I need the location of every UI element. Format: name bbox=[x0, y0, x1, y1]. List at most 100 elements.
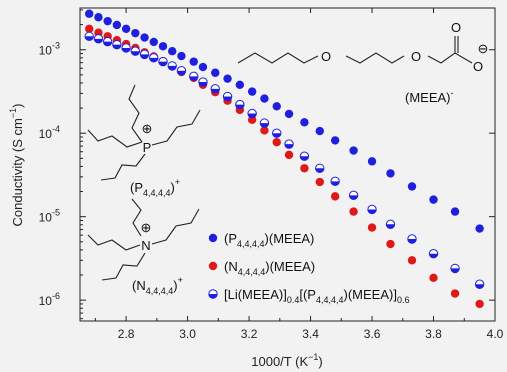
data-point bbox=[429, 250, 437, 258]
x-tick-label: 3.6 bbox=[364, 327, 381, 341]
x-tick-label: 3.0 bbox=[179, 327, 196, 341]
legend-marker-n4444 bbox=[209, 262, 217, 270]
data-point bbox=[408, 235, 416, 243]
data-point bbox=[190, 57, 198, 65]
data-point bbox=[368, 157, 376, 165]
data-point bbox=[273, 129, 281, 137]
data-point bbox=[248, 109, 256, 117]
y-tick-label: 10-5 bbox=[39, 208, 60, 225]
data-point bbox=[285, 140, 293, 148]
data-point bbox=[150, 38, 158, 46]
data-point bbox=[199, 63, 207, 71]
data-point bbox=[260, 119, 268, 127]
phosphonium-label: (P4,4,4,4)+ bbox=[130, 177, 180, 198]
data-point bbox=[211, 69, 219, 77]
data-point bbox=[168, 62, 176, 70]
data-point bbox=[386, 220, 394, 228]
x-tick-label: 3.4 bbox=[302, 327, 319, 341]
data-point bbox=[331, 136, 339, 144]
data-point bbox=[300, 164, 308, 172]
data-point bbox=[331, 192, 339, 200]
carbonyl-o: O bbox=[451, 20, 461, 35]
data-point bbox=[103, 17, 111, 25]
legend-label-n4444: (N4,4,4,4)(MEEA) bbox=[224, 259, 315, 277]
data-point bbox=[429, 195, 437, 203]
data-point bbox=[316, 164, 324, 172]
data-point bbox=[85, 32, 93, 40]
data-point bbox=[85, 10, 93, 18]
data-point bbox=[285, 151, 293, 159]
data-point bbox=[300, 118, 308, 126]
x-tick-label: 2.8 bbox=[118, 327, 135, 341]
data-point bbox=[408, 256, 416, 264]
data-point bbox=[300, 152, 308, 160]
data-point bbox=[386, 169, 394, 177]
data-point bbox=[368, 205, 376, 213]
data-point bbox=[386, 240, 394, 248]
y-tick-label: 10-3 bbox=[39, 41, 60, 58]
legend-label-p4444: (P4,4,4,4)(MEEA) bbox=[224, 231, 314, 249]
data-point bbox=[131, 47, 139, 55]
data-point bbox=[349, 146, 357, 154]
data-point bbox=[103, 37, 111, 45]
data-point bbox=[94, 35, 102, 43]
ammonium-label: (N4,4,4,4)+ bbox=[132, 275, 183, 296]
meea-structure bbox=[238, 36, 472, 63]
data-point bbox=[159, 57, 167, 65]
carboxylate-o: O bbox=[473, 59, 483, 74]
data-point bbox=[159, 42, 167, 50]
data-point bbox=[177, 52, 185, 60]
data-point bbox=[122, 44, 130, 52]
data-point bbox=[94, 13, 102, 21]
x-tick-label: 3.8 bbox=[425, 327, 442, 341]
data-point bbox=[236, 81, 244, 89]
ether-o-3: O bbox=[411, 49, 421, 64]
data-point bbox=[131, 29, 139, 37]
data-point bbox=[223, 92, 231, 100]
data-point bbox=[451, 207, 459, 215]
data-point bbox=[429, 274, 437, 282]
data-point bbox=[451, 289, 459, 297]
data-point bbox=[316, 178, 324, 186]
data-point bbox=[177, 67, 185, 75]
data-point bbox=[451, 264, 459, 272]
data-point bbox=[113, 21, 121, 29]
data-point bbox=[122, 25, 130, 33]
data-point bbox=[349, 191, 357, 199]
data-point bbox=[349, 207, 357, 215]
data-point bbox=[273, 102, 281, 110]
y-tick-label: 10-4 bbox=[39, 124, 60, 141]
data-point bbox=[140, 50, 148, 58]
data-point bbox=[475, 280, 483, 288]
data-point bbox=[316, 127, 324, 135]
legend-marker-li-mix bbox=[209, 290, 217, 298]
phosphonium-plus-icon: ⊕ bbox=[142, 121, 153, 136]
data-point bbox=[211, 85, 219, 93]
legend: (P4,4,4,4)(MEEA) (N4,4,4,4)(MEEA) [Li(ME… bbox=[209, 231, 410, 305]
nitrogen-atom: N bbox=[141, 238, 150, 253]
data-point bbox=[113, 40, 121, 48]
legend-marker-p4444 bbox=[209, 234, 217, 242]
data-point bbox=[475, 300, 483, 308]
legend-label-li-mix: [Li(MEEA)]0.4[(P4,4,4,4)(MEEA)]0.6 bbox=[224, 287, 409, 305]
ether-o-1: O bbox=[321, 49, 331, 64]
data-point bbox=[223, 74, 231, 82]
data-point bbox=[248, 87, 256, 95]
x-tick-label: 3.2 bbox=[241, 327, 258, 341]
phosphorus-atom: P bbox=[143, 140, 152, 155]
data-point bbox=[475, 224, 483, 232]
y-axis-title: Conductivity (S cm−1) bbox=[8, 104, 25, 227]
data-point bbox=[140, 33, 148, 41]
data-point bbox=[368, 223, 376, 231]
data-point bbox=[408, 182, 416, 190]
x-tick-label: 4.0 bbox=[487, 327, 504, 341]
data-point bbox=[199, 78, 207, 86]
y-tick-label: 10-6 bbox=[39, 291, 60, 308]
data-point bbox=[331, 177, 339, 185]
data-point bbox=[236, 100, 244, 108]
x-axis-title: 1000/T (K−1) bbox=[251, 352, 322, 369]
carboxylate-minus-icon: ⊖ bbox=[478, 41, 489, 56]
data-point bbox=[150, 54, 158, 62]
